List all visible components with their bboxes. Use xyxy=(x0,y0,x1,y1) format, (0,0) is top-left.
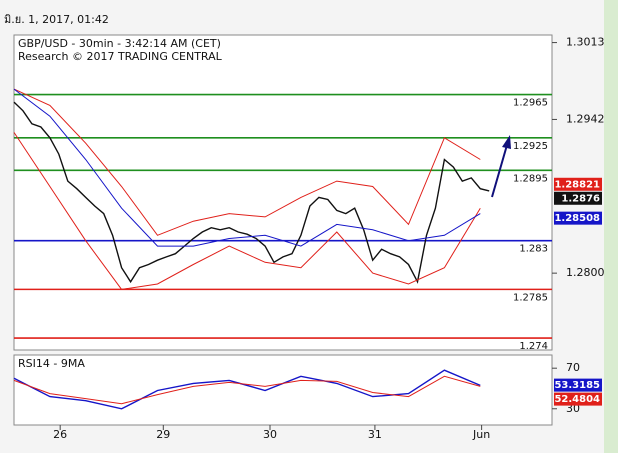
chart-subtitle: Research © 2017 TRADING CENTRAL xyxy=(18,50,223,63)
level-label: 1.2785 xyxy=(513,292,548,303)
y-tick-label: 70 xyxy=(566,361,580,374)
level-label: 1.274 xyxy=(519,341,548,352)
frame xyxy=(604,0,618,453)
x-tick-label: 26 xyxy=(53,428,67,441)
last-value-label: 1.2876 xyxy=(561,193,600,204)
last-value-badge xyxy=(554,378,602,392)
series-line xyxy=(13,132,481,290)
y-tick-label: 1.3013 xyxy=(566,36,605,49)
rsi-panel xyxy=(13,354,553,426)
forecast-arrow xyxy=(491,144,508,198)
last-value-label: 1.28821 xyxy=(554,179,600,190)
series-line xyxy=(13,88,481,247)
timestamp: มิ.ย. 1, 2017, 01:42 xyxy=(4,13,109,26)
level-label: 1.2965 xyxy=(513,98,548,109)
y-tick-label: 1.2800 xyxy=(566,266,605,279)
series-line xyxy=(13,88,481,236)
level-label: 1.2925 xyxy=(513,141,548,152)
rsi-title: RSI14 - 9MA xyxy=(18,357,85,370)
last-value-badge xyxy=(554,191,602,205)
series-line xyxy=(13,369,481,410)
x-tick-label: Jun xyxy=(472,428,490,441)
chart-title: GBP/USD - 30min - 3:42:14 AM (CET) xyxy=(18,37,221,50)
last-value-badge xyxy=(554,392,602,406)
x-tick-label: 29 xyxy=(156,428,170,441)
x-tick-label: 31 xyxy=(368,428,382,441)
last-value-label: 53.3185 xyxy=(554,380,600,391)
level-label: 1.2895 xyxy=(513,173,548,184)
y-tick-label: 1.2942 xyxy=(566,112,605,125)
series-line xyxy=(13,375,481,405)
forecast-arrowhead xyxy=(502,135,511,149)
last-value-badge xyxy=(554,211,602,225)
last-value-label: 1.28508 xyxy=(554,213,600,224)
x-tick-label: 30 xyxy=(263,428,277,441)
price-panel xyxy=(13,34,553,351)
last-value-badge xyxy=(554,177,602,191)
last-value-label: 52.4804 xyxy=(554,394,600,405)
level-label: 1.283 xyxy=(519,244,548,255)
